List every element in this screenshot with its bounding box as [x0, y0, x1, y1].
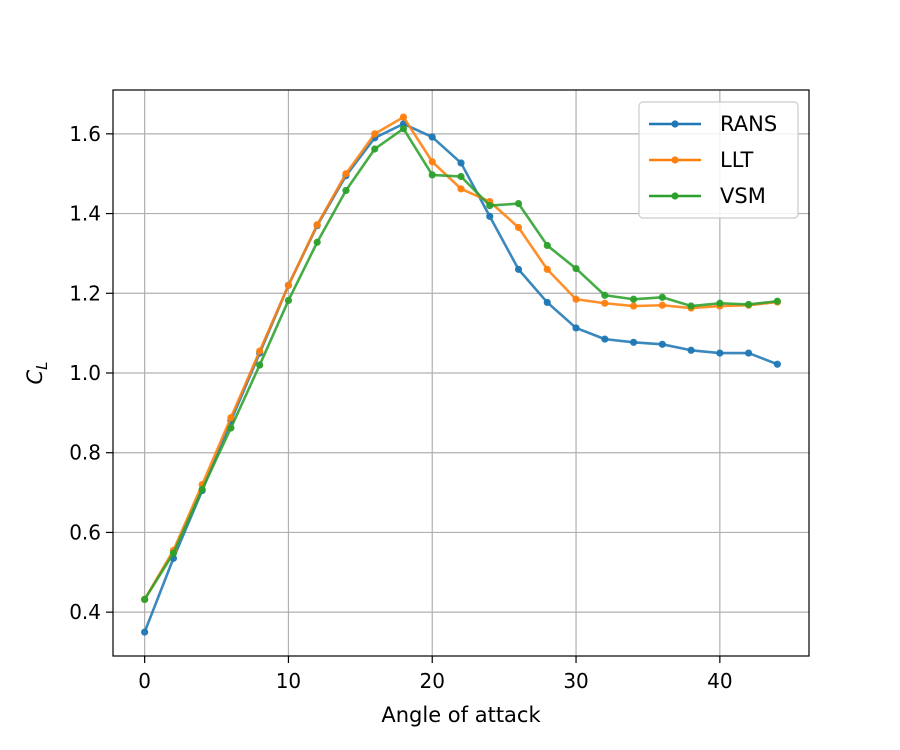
data-point-rans: [745, 349, 753, 357]
data-point-llt: [342, 170, 350, 178]
data-point-vsm: [745, 300, 753, 309]
data-point-vsm: [198, 485, 206, 493]
legend: RANS LLT VSM: [638, 101, 799, 219]
data-point-vsm: [716, 299, 724, 307]
x-tick-label: 0: [138, 669, 151, 693]
data-point-vsm: [658, 293, 666, 301]
legend-box: [638, 101, 799, 219]
data-point-vsm: [543, 241, 551, 250]
y-tick-label: 0.8: [69, 441, 101, 465]
series-layer: [141, 113, 781, 636]
data-point-rans: [629, 338, 638, 346]
legend-label-rans: RANS: [720, 112, 777, 136]
data-point-vsm: [428, 171, 436, 179]
data-point-vsm: [342, 186, 350, 195]
y-axis-label-main: C: [23, 370, 47, 385]
data-point-rans: [601, 335, 609, 343]
data-point-llt: [428, 158, 436, 166]
y-tick-label: 1.6: [69, 122, 101, 146]
y-tick-label: 0.6: [69, 520, 101, 544]
data-point-llt: [371, 130, 379, 138]
y-axis-label: CL: [23, 361, 51, 384]
data-point-vsm: [687, 302, 695, 310]
y-tick-label: 1.4: [69, 202, 101, 226]
data-point-rans: [141, 628, 149, 636]
data-point-llt: [601, 299, 609, 307]
data-point-llt: [256, 347, 264, 355]
data-point-vsm: [629, 295, 638, 303]
y-tick-label: 1.2: [69, 281, 101, 305]
y-tick-label: 0.4: [69, 600, 101, 624]
legend-label-vsm: VSM: [720, 184, 766, 208]
data-point-llt: [629, 302, 638, 310]
data-point-llt: [514, 223, 523, 232]
legend-marker-llt: [671, 156, 679, 164]
y-axis-label-sub: L: [33, 361, 51, 369]
x-tick-label: 30: [563, 669, 588, 693]
data-point-vsm: [486, 201, 494, 210]
data-point-llt: [457, 185, 465, 193]
legend-marker-rans: [671, 120, 679, 128]
axis-ticks: 0 10 20 30 40 0.4 0.6 0.8 1.0 1.2 1.4 1.6: [69, 122, 732, 693]
data-point-vsm: [313, 238, 321, 246]
data-point-llt: [284, 281, 293, 289]
data-point-vsm: [256, 361, 264, 369]
x-tick-label: 40: [707, 669, 732, 693]
data-point-vsm: [141, 595, 149, 604]
data-point-rans: [658, 340, 666, 348]
data-point-vsm: [601, 291, 609, 299]
data-point-vsm: [514, 199, 523, 208]
data-point-vsm: [169, 549, 177, 557]
x-tick-label: 20: [420, 669, 445, 693]
data-point-vsm: [572, 264, 580, 273]
data-point-rans: [773, 360, 781, 368]
data-point-rans: [543, 298, 551, 307]
data-point-rans: [486, 212, 494, 220]
data-point-vsm: [457, 172, 465, 181]
legend-marker-vsm: [671, 192, 679, 200]
data-point-rans: [687, 346, 695, 354]
data-point-vsm: [399, 125, 408, 133]
x-axis-label: Angle of attack: [381, 703, 541, 727]
data-point-vsm: [284, 296, 293, 305]
data-point-vsm: [227, 424, 235, 432]
y-tick-label: 1.0: [69, 361, 101, 385]
data-point-llt: [227, 414, 235, 422]
legend-label-llt: LLT: [720, 148, 754, 172]
data-point-llt: [399, 113, 408, 121]
data-point-vsm: [773, 297, 781, 305]
data-point-rans: [572, 324, 580, 332]
data-point-rans: [428, 133, 436, 141]
x-tick-label: 10: [276, 669, 301, 693]
data-point-vsm: [371, 145, 379, 153]
data-point-rans: [457, 159, 465, 167]
data-point-llt: [543, 265, 551, 273]
data-point-llt: [572, 295, 580, 303]
data-point-llt: [658, 301, 666, 309]
data-point-rans: [716, 349, 724, 357]
series-vsm: [141, 125, 781, 604]
data-point-llt: [313, 221, 321, 229]
data-point-rans: [514, 265, 523, 273]
